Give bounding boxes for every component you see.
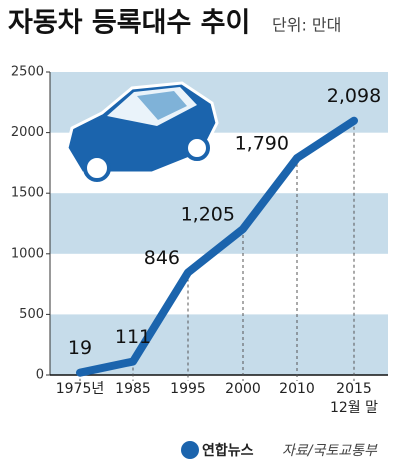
value-label: 846 bbox=[144, 247, 180, 269]
x-tick-note: 12월 말 bbox=[330, 400, 378, 416]
value-label: 1,205 bbox=[181, 203, 235, 225]
chart-title: 자동차 등록대수 추이 bbox=[8, 8, 250, 39]
y-tick-label: 500 bbox=[19, 307, 44, 322]
y-tick-label: 0 bbox=[36, 368, 44, 383]
y-tick-label: 2500 bbox=[11, 65, 44, 80]
value-label: 2,098 bbox=[327, 85, 381, 107]
x-tick-label: 2015 bbox=[336, 381, 372, 397]
x-tick-label: 1995 bbox=[170, 381, 206, 397]
x-tick-label: 1975년 bbox=[56, 381, 105, 397]
value-label: 1,790 bbox=[235, 133, 289, 155]
x-tick-label: 2010 bbox=[279, 381, 315, 397]
line bbox=[76, 116, 358, 377]
footer: 연합뉴스 자료/국토교통부 bbox=[181, 441, 378, 459]
y-tick-label: 2000 bbox=[11, 125, 44, 140]
plot: 0 500 1000 1500 2000 2500 1975년 1985 1995 2000 201… bbox=[11, 65, 388, 416]
logo: 연합뉴스 bbox=[202, 442, 254, 459]
value-label: 111 bbox=[115, 326, 151, 348]
y-tick-label: 1500 bbox=[11, 186, 44, 201]
value-label: 19 bbox=[68, 337, 92, 359]
y-tick-label: 1000 bbox=[11, 246, 44, 261]
x-tick-label: 1985 bbox=[115, 381, 151, 397]
chart-subtitle: 단위: 만대 bbox=[272, 16, 341, 35]
car-illustration bbox=[65, 81, 219, 182]
source: 자료/국토교통부 bbox=[282, 443, 378, 459]
x-tick-label: 2000 bbox=[225, 381, 261, 397]
logo-icon bbox=[181, 441, 199, 459]
